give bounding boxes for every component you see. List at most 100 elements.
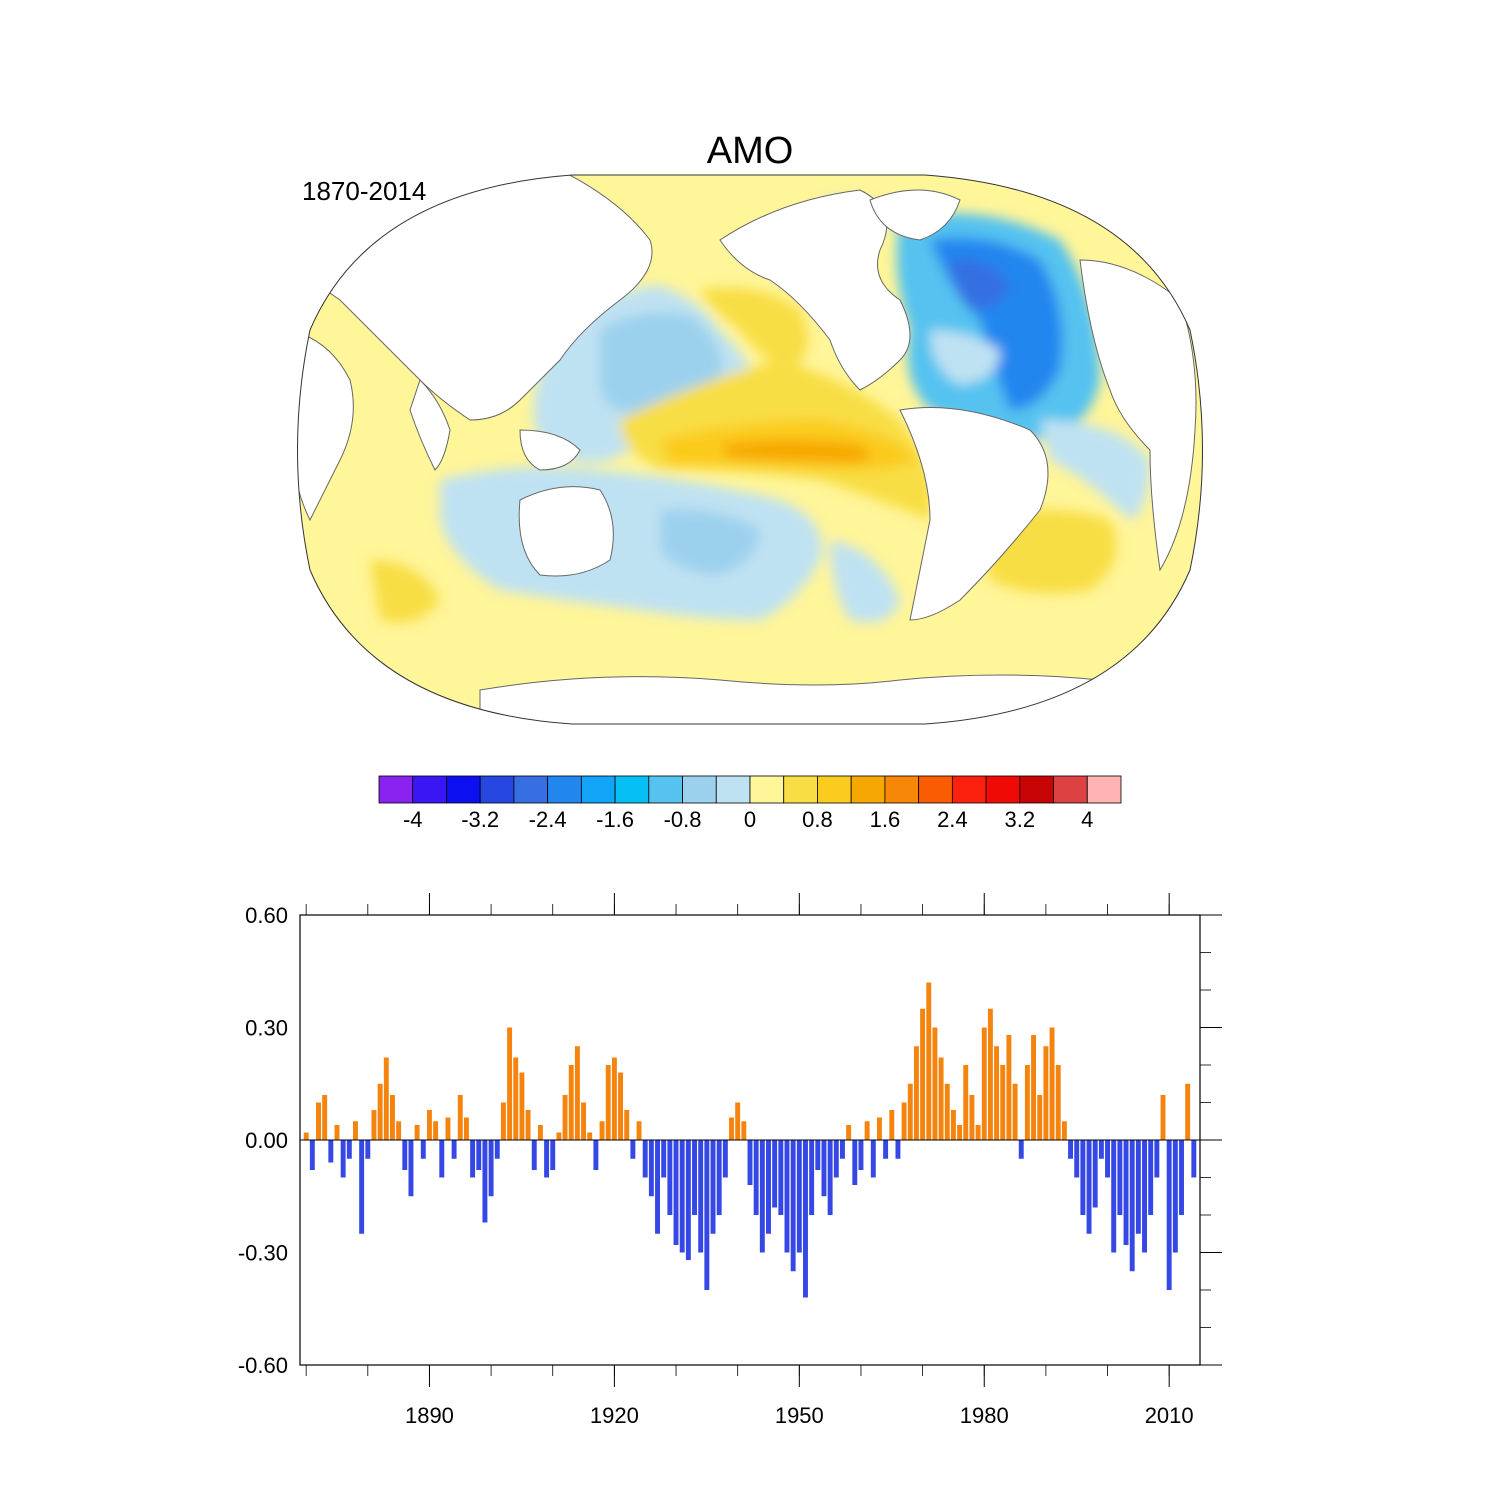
positive-bar bbox=[920, 1008, 926, 1140]
positive-bar bbox=[605, 1065, 611, 1140]
positive-bar bbox=[519, 1072, 525, 1140]
positive-bar bbox=[599, 1121, 605, 1140]
negative-bar bbox=[476, 1140, 482, 1170]
positive-bar bbox=[1043, 1046, 1049, 1140]
negative-bar bbox=[359, 1140, 365, 1234]
negative-bar bbox=[470, 1140, 476, 1178]
positive-bar bbox=[445, 1117, 451, 1140]
negative-bar bbox=[722, 1140, 728, 1178]
positive-bar bbox=[913, 1046, 919, 1140]
positive-bar bbox=[537, 1125, 543, 1140]
colorbar-tick-label: 4 bbox=[1081, 807, 1093, 832]
colorbar-tick-label: 2.4 bbox=[937, 807, 968, 832]
negative-bar bbox=[1086, 1140, 1092, 1234]
southern-ocean-cool bbox=[830, 540, 900, 623]
positive-bar bbox=[1049, 1027, 1055, 1140]
negative-bar bbox=[1148, 1140, 1154, 1215]
negative-bar bbox=[1154, 1140, 1160, 1178]
negative-bar bbox=[550, 1140, 556, 1170]
positive-bar bbox=[500, 1102, 506, 1140]
colorbar-tick-label: 1.6 bbox=[870, 807, 901, 832]
negative-bar bbox=[833, 1140, 839, 1178]
colorbar-tick-label: -0.8 bbox=[664, 807, 702, 832]
positive-bar bbox=[994, 1046, 1000, 1140]
colorbar-boxes bbox=[378, 775, 1122, 804]
colorbar-tick-label: -1.6 bbox=[596, 807, 634, 832]
positive-bar bbox=[371, 1110, 377, 1140]
colorbar-box bbox=[1053, 775, 1088, 804]
colorbar-box bbox=[446, 775, 481, 804]
positive-bar bbox=[624, 1110, 630, 1140]
timeseries-bars bbox=[303, 982, 1197, 1298]
colorbar-tick-label: -3.2 bbox=[461, 807, 499, 832]
positive-bar bbox=[1006, 1035, 1012, 1140]
positive-bar bbox=[957, 1125, 963, 1140]
y-tick-label: -0.60 bbox=[238, 1353, 288, 1378]
negative-bar bbox=[1074, 1140, 1080, 1178]
subtropical-atlantic-cool bbox=[930, 330, 1000, 385]
colorbar-box bbox=[918, 775, 953, 804]
positive-bar bbox=[414, 1125, 420, 1140]
positive-bar bbox=[457, 1095, 463, 1140]
colorbar-tick-label: 3.2 bbox=[1005, 807, 1036, 832]
negative-bar bbox=[661, 1140, 667, 1178]
period-label: 1870-2014 bbox=[302, 176, 427, 206]
positive-bar bbox=[969, 1095, 975, 1140]
positive-bar bbox=[1024, 1065, 1030, 1140]
colorbar-labels: -4 -3.2 -2.4 -1.6 -0.8 0 0.8 1.6 2.4 3.2 4 bbox=[403, 807, 1093, 832]
x-tick-label: 1890 bbox=[405, 1403, 454, 1428]
south-indian-warm bbox=[370, 560, 440, 623]
positive-bar bbox=[568, 1065, 574, 1140]
negative-bar bbox=[439, 1140, 445, 1178]
positive-bar bbox=[963, 1065, 969, 1140]
positive-bar bbox=[636, 1121, 642, 1140]
negative-bar bbox=[772, 1140, 778, 1208]
negative-bar bbox=[1080, 1140, 1086, 1215]
negative-bar bbox=[593, 1140, 599, 1170]
positive-bar bbox=[556, 1132, 562, 1140]
positive-bar bbox=[618, 1072, 624, 1140]
positive-bar bbox=[433, 1121, 439, 1140]
north-america-landmass bbox=[719, 189, 911, 391]
colorbar-box bbox=[749, 775, 785, 804]
negative-bar bbox=[840, 1140, 845, 1159]
positive-bar bbox=[334, 1125, 340, 1140]
timeseries-axes: -0.60 -0.30 0.00 0.30 0.60 1890 1920 1950 1980 20… bbox=[238, 893, 1222, 1428]
positive-bar bbox=[876, 1117, 882, 1140]
colorbar-box bbox=[614, 775, 650, 804]
colorbar-box bbox=[648, 775, 683, 804]
negative-bar bbox=[895, 1140, 901, 1159]
antarctica-landmass bbox=[479, 674, 1101, 724]
negative-bar bbox=[852, 1140, 858, 1185]
positive-bar bbox=[932, 1027, 938, 1140]
colorbar-tick-label: -4 bbox=[403, 807, 423, 832]
negative-bar bbox=[1135, 1140, 1141, 1234]
negative-bar bbox=[1098, 1140, 1104, 1159]
negative-bar bbox=[827, 1140, 833, 1215]
negative-bar bbox=[698, 1140, 704, 1253]
positive-bar bbox=[390, 1095, 395, 1140]
positive-bar bbox=[975, 1125, 981, 1140]
sst-map bbox=[297, 174, 1203, 725]
colorbar-box bbox=[547, 775, 582, 804]
negative-bar bbox=[685, 1140, 691, 1260]
positive-bar bbox=[1012, 1083, 1018, 1140]
positive-bar bbox=[741, 1121, 747, 1140]
positive-bar bbox=[950, 1110, 956, 1140]
colorbar: -4 -3.2 -2.4 -1.6 -0.8 0 0.8 1.6 2.4 3.2 4 bbox=[378, 775, 1122, 832]
india-landmass bbox=[409, 379, 451, 471]
negative-bar bbox=[1172, 1140, 1178, 1253]
colorbar-box bbox=[378, 775, 414, 804]
globe-outline bbox=[297, 174, 1203, 725]
negative-bar bbox=[309, 1140, 315, 1170]
positive-bar bbox=[396, 1121, 402, 1140]
colorbar-box bbox=[850, 775, 886, 804]
positive-bar bbox=[316, 1102, 321, 1140]
negative-bar bbox=[1142, 1140, 1147, 1253]
positive-bar bbox=[735, 1102, 741, 1140]
positive-bar bbox=[907, 1083, 913, 1140]
negative-bar bbox=[1166, 1140, 1172, 1290]
negative-bar bbox=[1092, 1140, 1098, 1208]
negative-bar bbox=[778, 1140, 784, 1215]
